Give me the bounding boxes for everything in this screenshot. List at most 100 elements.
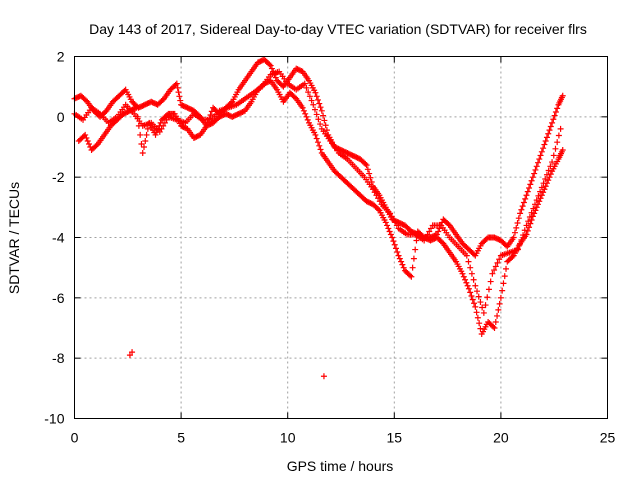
data-point [524,188,531,195]
data-point [311,106,318,113]
data-point [475,293,482,300]
data-point [552,145,559,152]
data-point [321,117,328,124]
data-point [407,272,414,279]
data-point [387,210,394,217]
data-point [468,293,475,300]
data-point [93,142,100,149]
data-point [536,156,543,163]
data-point [159,96,166,103]
data-point [540,145,547,152]
data-point [408,273,415,280]
data-point [172,81,179,88]
data-point [163,116,170,123]
data-point [554,139,561,146]
data-point [460,273,467,280]
data-point [485,286,492,293]
x-tick-label: 15 [387,430,403,446]
data-point [482,302,489,309]
data-point [300,107,307,114]
data-point [409,264,416,271]
data-point [322,122,329,129]
data-point [545,167,552,174]
data-point [315,116,322,123]
y-tick-label: -8 [52,350,65,366]
data-point [547,171,554,178]
data-point [550,152,557,159]
data-point [152,131,159,138]
data-point [320,112,327,119]
data-point [523,222,530,229]
data-point [464,282,471,289]
data-point [528,209,535,216]
x-tick-label: 20 [493,430,509,446]
data-point [542,183,549,190]
data-point [317,104,324,111]
data-point [474,288,481,295]
data-point [303,84,310,91]
data-point [465,258,472,265]
data-point [510,234,517,241]
data-point [519,203,526,210]
data-point [174,84,181,91]
data-point [387,231,394,238]
data-point [84,137,91,144]
axis-tick-labels: 0 5 10 15 20 25 -10 -8 -6 -4 -2 0 2 [44,49,615,446]
data-point [523,192,530,199]
data-point [514,246,521,253]
data-point [554,105,561,112]
plot-frame [74,56,608,419]
data-point [323,127,330,134]
data-point [463,252,470,259]
data-point [393,245,400,252]
data-point [459,270,466,277]
data-point [537,188,544,195]
data-point [394,248,401,255]
data-point [480,309,487,316]
data-point [530,205,537,212]
data-point [550,116,557,123]
data-point [529,213,536,220]
data-point [312,89,319,96]
data-point [551,112,558,119]
data-point [513,224,520,231]
x-tick-label: 25 [600,430,616,446]
data-point [529,174,536,181]
data-point [126,352,133,359]
data-point [422,234,429,241]
data-point [491,325,498,331]
data-point [142,137,149,144]
data-point [484,294,491,301]
data-point [390,216,397,223]
data-point [317,121,324,128]
data-point [489,270,496,277]
data-point [522,195,529,202]
data-point [318,107,325,114]
data-point [424,231,431,238]
data-point [531,170,538,177]
data-point [545,177,552,184]
data-point [313,135,320,142]
data-point [494,312,501,319]
data-point [320,373,327,380]
data-point [132,105,139,112]
data-point [559,147,566,154]
data-point [524,227,531,234]
data-point [421,237,428,244]
grid [74,56,608,419]
y-tick-label: -2 [52,169,65,185]
data-point [541,141,548,148]
data-point [303,113,310,120]
data-point [161,119,168,126]
data-point [267,62,274,69]
data-point [82,131,89,138]
data-point [176,93,183,100]
data-point [268,65,275,72]
y-tick-label: 2 [57,49,65,65]
x-tick-label: 5 [177,430,185,446]
data-point [501,273,508,280]
data-point [470,276,477,283]
data-point [542,175,549,182]
data-point [85,140,92,147]
data-point [139,150,146,157]
